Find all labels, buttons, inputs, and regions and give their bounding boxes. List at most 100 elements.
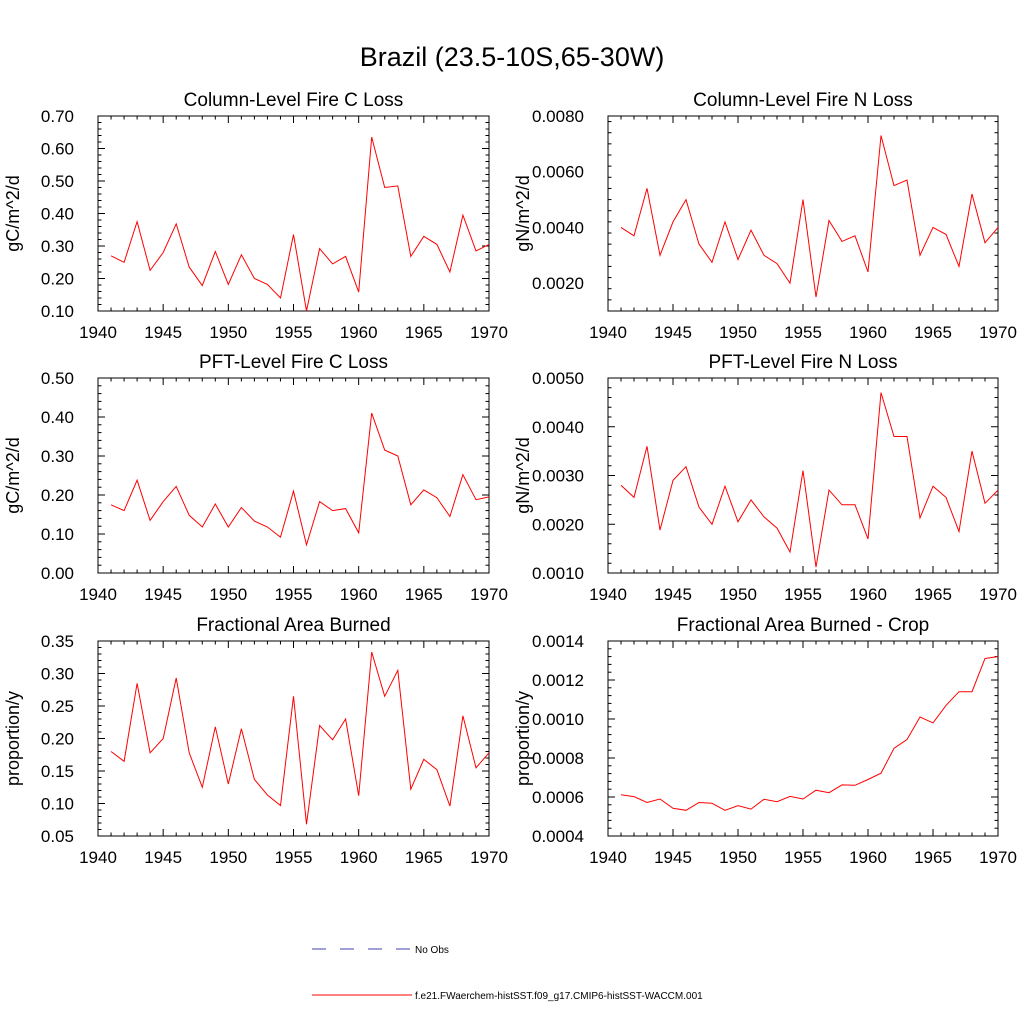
y-axis-label: proportion/y [513, 691, 533, 786]
x-tick-label: 1945 [144, 848, 182, 867]
plot-frame [607, 377, 999, 574]
x-tick-label: 1970 [979, 585, 1017, 604]
y-axis-label: gC/m^2/d [3, 437, 23, 513]
x-tick-label: 1950 [209, 585, 247, 604]
chart-panel-2: 1940 1945 1950 1955 1960 1965 1970 0.0020 0.0040… [513, 90, 1017, 342]
x-tick-label: 1950 [209, 323, 247, 342]
legend-model-label: f.e21.FWaerchem-histSST.f09_g17.CMIP6-hi… [415, 991, 703, 1002]
x-tick-label: 1955 [275, 323, 313, 342]
chart-panel-1: 1940 1945 1950 1955 1960 1965 1970 0.10 0.20 0.30… [3, 90, 508, 342]
x-tick-label: 1950 [209, 848, 247, 867]
y-tick-label: 0.05 [41, 827, 74, 846]
panels: 1940 1945 1950 1955 1960 1965 1970 0.10 0.20 0.30… [3, 90, 1017, 867]
series-line [110, 136, 490, 312]
x-tick-label: 1940 [79, 848, 117, 867]
series-line [620, 392, 999, 568]
y-tick-label: 0.00 [41, 564, 74, 583]
x-tick-label: 1970 [979, 848, 1017, 867]
y-tick-label: 0.15 [41, 762, 74, 781]
x-tick-label: 1965 [405, 848, 443, 867]
y-tick-label: 0.50 [41, 369, 74, 388]
x-tick-label: 1965 [914, 848, 952, 867]
x-tick-label: 1970 [979, 323, 1017, 342]
y-tick-label: 0.10 [41, 302, 74, 321]
plot-frame [607, 640, 999, 837]
y-tick-label: 0.0008 [532, 749, 584, 768]
y-tick-label: 0.20 [41, 730, 74, 749]
y-tick-label: 0.0020 [532, 274, 584, 293]
series-line [620, 135, 999, 298]
x-tick-label: 1965 [914, 323, 952, 342]
x-tick-label: 1940 [79, 323, 117, 342]
x-tick-label: 1945 [654, 323, 692, 342]
x-tick-label: 1970 [470, 848, 508, 867]
y-axis-label: proportion/y [3, 691, 23, 786]
panel-title: Column-Level Fire C Loss [184, 90, 404, 111]
plot-frame [97, 115, 490, 312]
x-tick-label: 1955 [275, 585, 313, 604]
x-tick-label: 1970 [470, 585, 508, 604]
series-line [110, 651, 490, 825]
y-tick-label: 0.0010 [532, 564, 584, 583]
plot-frame [97, 377, 490, 574]
y-tick-label: 0.60 [41, 140, 74, 159]
y-tick-label: 0.10 [41, 525, 74, 544]
y-tick-label: 0.0014 [532, 632, 584, 651]
x-tick-label: 1955 [784, 323, 822, 342]
x-tick-label: 1945 [654, 585, 692, 604]
x-tick-label: 1960 [340, 585, 378, 604]
series-line [620, 656, 999, 811]
y-tick-label: 0.0030 [532, 467, 584, 486]
x-tick-label: 1950 [719, 585, 757, 604]
y-tick-label: 0.0040 [532, 218, 584, 237]
y-tick-label: 0.0060 [532, 163, 584, 182]
y-tick-label: 0.50 [41, 172, 74, 191]
x-tick-label: 1965 [405, 323, 443, 342]
y-tick-label: 0.30 [41, 665, 74, 684]
y-tick-label: 0.0040 [532, 418, 584, 437]
x-tick-label: 1965 [914, 585, 952, 604]
panel-title: PFT-Level Fire N Loss [709, 352, 898, 373]
y-tick-label: 0.0006 [532, 788, 584, 807]
y-tick-label: 0.0020 [532, 515, 584, 534]
x-tick-label: 1960 [849, 848, 887, 867]
y-tick-label: 0.0010 [532, 710, 584, 729]
x-tick-label: 1950 [719, 848, 757, 867]
series-line [110, 412, 490, 547]
x-tick-label: 1960 [340, 323, 378, 342]
x-tick-label: 1960 [849, 323, 887, 342]
x-tick-label: 1940 [79, 585, 117, 604]
y-tick-label: 0.25 [41, 697, 74, 716]
panel-title: Fractional Area Burned [196, 615, 390, 636]
y-tick-label: 0.30 [41, 237, 74, 256]
x-tick-label: 1945 [144, 323, 182, 342]
y-tick-label: 0.10 [41, 795, 74, 814]
x-tick-label: 1955 [275, 848, 313, 867]
x-tick-label: 1970 [470, 323, 508, 342]
y-tick-label: 0.40 [41, 408, 74, 427]
legend-obs-label: No Obs [415, 945, 449, 956]
y-tick-label: 0.40 [41, 205, 74, 224]
y-tick-label: 0.0080 [532, 107, 584, 126]
y-tick-label: 0.35 [41, 632, 74, 651]
y-tick-label: 0.30 [41, 447, 74, 466]
x-tick-label: 1955 [784, 585, 822, 604]
panel-title: Fractional Area Burned - Crop [677, 615, 929, 636]
y-axis-label: gC/m^2/d [3, 175, 23, 251]
x-tick-label: 1950 [719, 323, 757, 342]
x-tick-label: 1965 [405, 585, 443, 604]
y-tick-label: 0.70 [41, 107, 74, 126]
y-tick-label: 0.0012 [532, 671, 584, 690]
chart-panel-5: 1940 1945 1950 1955 1960 1965 1970 0.05 0.10 0.15… [3, 615, 508, 867]
x-tick-label: 1940 [589, 848, 627, 867]
chart-panel-6: 1940 1945 1950 1955 1960 1965 1970 0.0004 0.0006… [513, 615, 1017, 867]
chart-panel-4: 1940 1945 1950 1955 1960 1965 1970 0.0010 0.0020… [513, 352, 1017, 604]
x-tick-label: 1960 [849, 585, 887, 604]
y-tick-label: 0.0004 [532, 827, 584, 846]
x-tick-label: 1960 [340, 848, 378, 867]
y-axis-label: gN/m^2/d [513, 437, 533, 513]
figure-title: Brazil (23.5-10S,65-30W) [360, 42, 665, 72]
y-tick-label: 0.0050 [532, 369, 584, 388]
chart-panel-3: 1940 1945 1950 1955 1960 1965 1970 0.00 0.10 0.20… [3, 352, 508, 604]
